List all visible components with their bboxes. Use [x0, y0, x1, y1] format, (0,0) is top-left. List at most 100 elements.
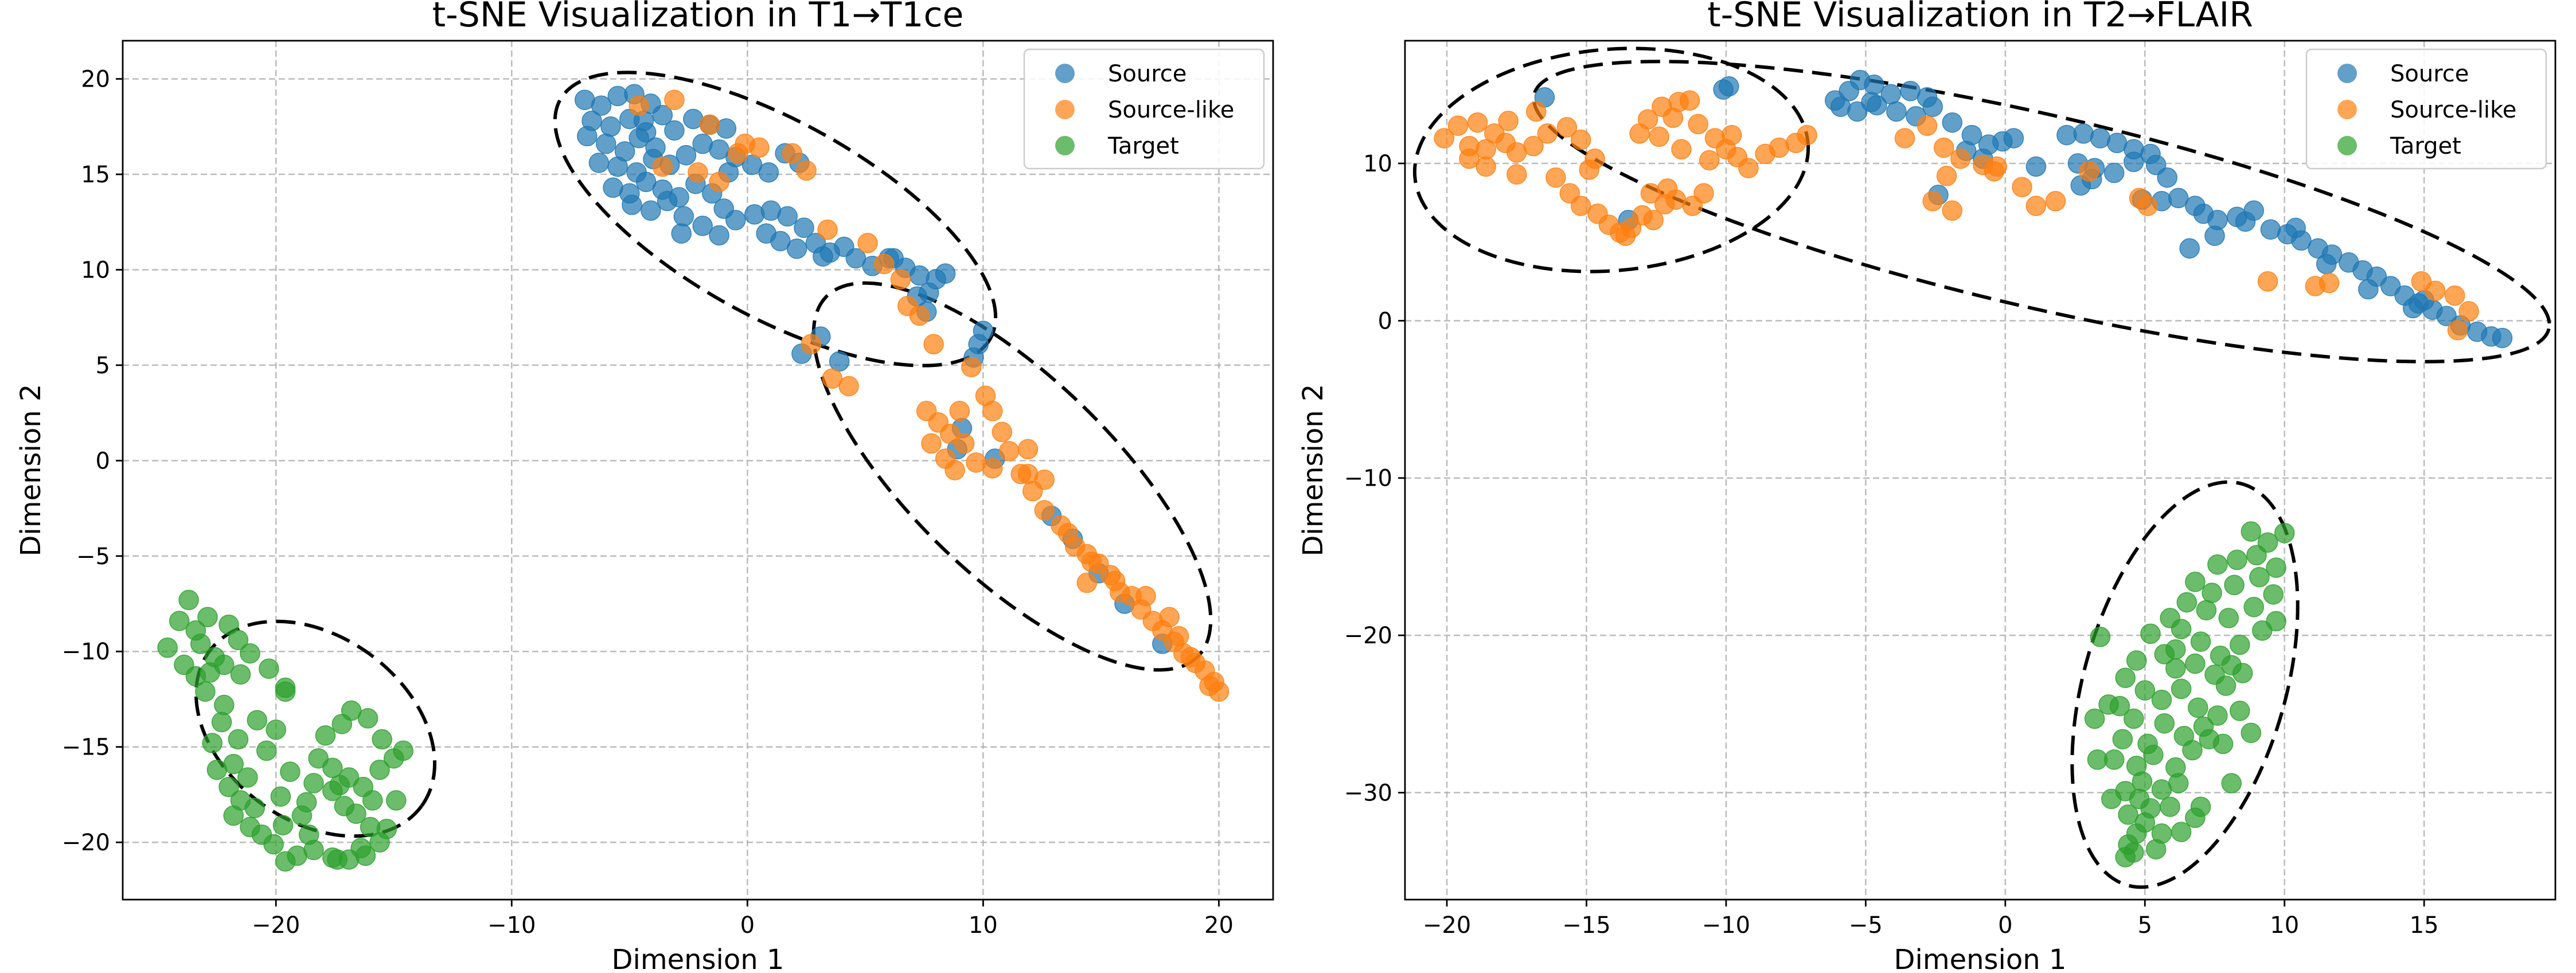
point-source-like [1159, 607, 1180, 628]
point-target [266, 719, 286, 740]
point-source-like [1556, 117, 1578, 138]
x-tick-label: 0 [740, 912, 755, 939]
point-target [240, 816, 260, 838]
point-source-like [940, 424, 961, 444]
point-source-like [1917, 115, 1938, 136]
point-source [829, 351, 850, 372]
point-source-like [1459, 149, 1480, 169]
point-source-like [652, 156, 673, 177]
point-target [2230, 634, 2250, 655]
x-axis-label: Dimension 1 [1894, 944, 2067, 973]
point-source-like [1168, 626, 1189, 647]
point-target [2176, 592, 2198, 613]
point-target [214, 694, 235, 716]
point-target [2143, 744, 2164, 765]
point-target [2246, 545, 2267, 565]
point-source [673, 206, 694, 227]
point-source-like [1721, 124, 1742, 146]
point-target [2243, 596, 2264, 618]
point-source [713, 198, 734, 219]
point-target [2151, 779, 2172, 800]
point-source-like [1476, 156, 1496, 177]
point-target [2124, 842, 2144, 863]
point-target [247, 710, 268, 730]
point-source [709, 225, 729, 246]
point-source [2285, 217, 2306, 239]
point-source-like [1570, 130, 1591, 150]
y-tick-label: −15 [62, 734, 110, 761]
point-source-like [923, 334, 944, 355]
point-target [386, 790, 407, 811]
point-target [2196, 600, 2217, 620]
point-source [657, 190, 678, 212]
y-tick-label: 10 [81, 257, 110, 283]
point-source [1861, 92, 1882, 112]
point-source [1886, 101, 1907, 122]
point-source [2157, 167, 2177, 188]
point-target [362, 790, 383, 811]
point-target [228, 729, 249, 750]
point-target [275, 851, 296, 872]
point-source-like [2045, 191, 2066, 212]
point-target [2165, 639, 2186, 660]
x-tick-label: −10 [1702, 912, 1750, 939]
legend-marker-source-like [1055, 100, 1075, 119]
y-tick-label: −30 [1344, 780, 1392, 806]
point-source [845, 248, 867, 269]
point-target [2224, 575, 2245, 596]
cluster-ellipse-source [1532, 60, 2551, 364]
point-target [2266, 611, 2286, 632]
legend-entry-source: Source [2390, 61, 2469, 87]
point-source-like [2025, 196, 2047, 216]
point-source-like [1447, 115, 1469, 136]
point-target [296, 792, 317, 812]
axis-ticks: −20 −10 0 10 20 −20 −15 −10 −5 0 5 10 15 20 [62, 67, 1234, 939]
point-source-like [1933, 137, 1954, 158]
point-target [331, 713, 353, 734]
point-source [741, 154, 763, 175]
point-source-like [1476, 139, 1496, 160]
point-source-like [1738, 158, 1759, 178]
point-target [2266, 557, 2286, 578]
point-source [652, 105, 673, 126]
point-target [275, 681, 296, 702]
point-source-like [2425, 280, 2446, 301]
x-tick-label: 5 [2138, 912, 2152, 939]
point-target [228, 630, 249, 651]
point-source-like [998, 440, 1020, 462]
legend-marker-source [2337, 64, 2357, 83]
y-tick-label: 0 [96, 448, 110, 474]
point-source-like [2458, 301, 2479, 322]
legend: Source Source-like Target [1023, 48, 1265, 170]
y-tick-label: −20 [1344, 623, 1392, 649]
point-source-like [1523, 136, 1544, 157]
y-tick-label: 20 [81, 67, 110, 93]
point-source-like [2319, 272, 2340, 294]
cluster-ellipse-target [2070, 480, 2300, 889]
point-source-like [1526, 101, 1547, 122]
point-target [2101, 788, 2122, 810]
point-source-like [1579, 159, 1600, 180]
point-target [2151, 689, 2172, 710]
point-target [315, 725, 336, 746]
y-tick-label: −5 [76, 544, 110, 570]
chart-title: t-SNE Visualization in T2→FLAIR [1707, 0, 2253, 35]
point-source-like [873, 253, 895, 275]
point-target [2185, 653, 2206, 674]
point-target [357, 708, 378, 729]
point-source [692, 216, 713, 236]
point-source-like [1637, 109, 1658, 130]
point-target [2098, 694, 2119, 715]
point-source-like [909, 305, 930, 326]
point-source-like [801, 334, 822, 355]
point-source [2492, 327, 2513, 349]
point-target [190, 634, 211, 654]
y-tick-label: −10 [1344, 466, 1392, 492]
point-target [237, 767, 258, 788]
point-target [211, 712, 232, 733]
point-source-like [1662, 107, 1684, 128]
point-target [2249, 566, 2270, 588]
chart-t1-t1ce: −20 −10 0 10 20 −20 −15 −10 −5 0 5 10 15 20 t-SNE Vis… [15, 0, 1274, 973]
point-source [641, 200, 661, 221]
point-source-like [1570, 196, 1591, 216]
